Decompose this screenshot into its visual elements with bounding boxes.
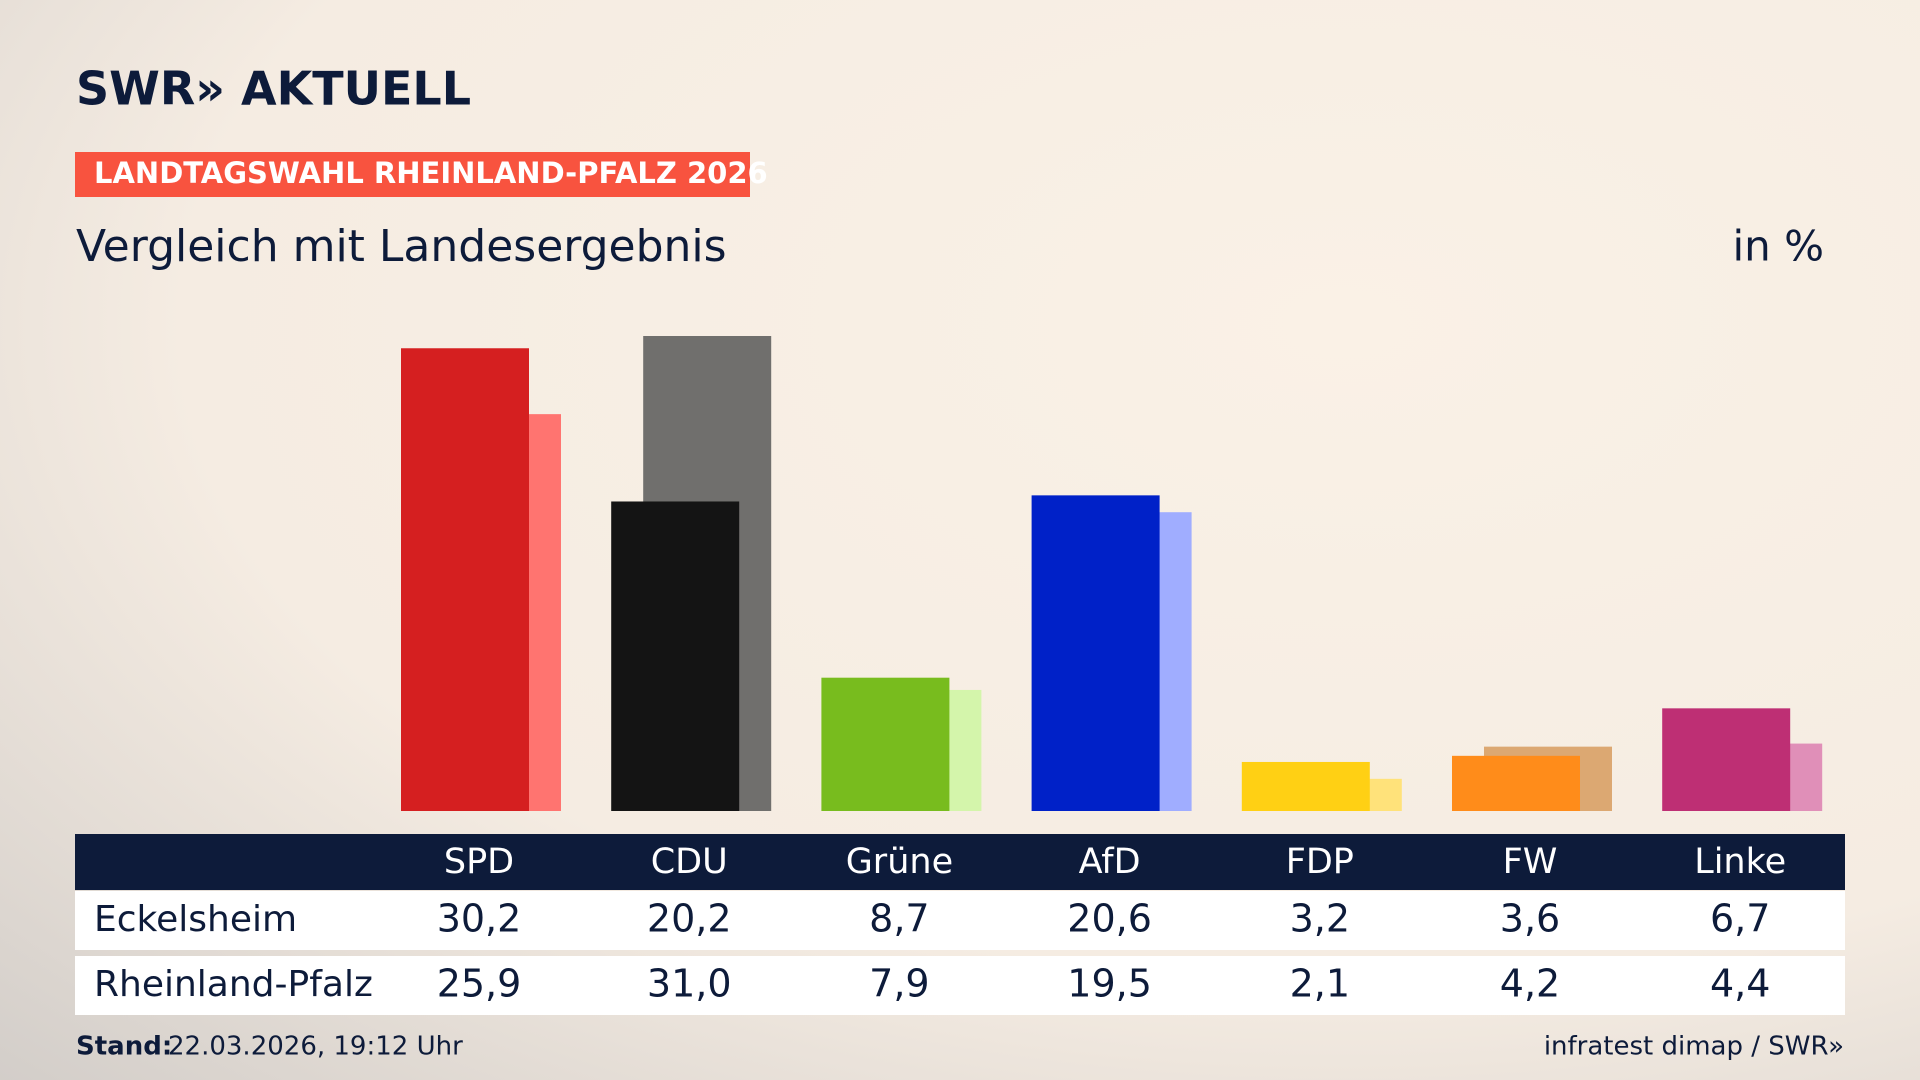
footer-label: Stand: bbox=[76, 1032, 172, 1062]
source: infratest dimap / SWR» bbox=[1544, 1032, 1844, 1062]
value-label: 31,0 bbox=[647, 962, 732, 1006]
value-label: 20,6 bbox=[1067, 897, 1152, 941]
row-label: Rheinland-Pfalz bbox=[94, 964, 373, 1005]
value-label: 6,7 bbox=[1710, 897, 1770, 941]
value-label: 8,7 bbox=[869, 897, 929, 941]
column-header: FDP bbox=[1286, 842, 1354, 882]
value-label: 4,4 bbox=[1710, 962, 1770, 1006]
value-label: 2,1 bbox=[1290, 962, 1350, 1006]
value-label: 20,2 bbox=[647, 897, 732, 941]
column-header: Grüne bbox=[846, 842, 953, 882]
value-label: 25,9 bbox=[437, 962, 522, 1006]
banner: LANDTAGSWAHL RHEINLAND-PFALZ 2026 bbox=[94, 156, 768, 190]
value-label: 30,2 bbox=[437, 897, 522, 941]
bar bbox=[611, 501, 740, 811]
value-label: 3,6 bbox=[1500, 897, 1560, 941]
chart-title: Vergleich mit Landesergebnis bbox=[76, 221, 727, 272]
column-header: AfD bbox=[1079, 842, 1141, 882]
bar bbox=[401, 348, 529, 811]
brand: SWR» AKTUELL bbox=[76, 62, 471, 116]
bar bbox=[1452, 755, 1580, 811]
bar bbox=[1662, 708, 1791, 811]
column-header: Linke bbox=[1694, 842, 1786, 882]
column-header: SPD bbox=[444, 842, 514, 882]
banner-bg bbox=[75, 152, 750, 197]
value-label: 3,2 bbox=[1290, 897, 1350, 941]
value-label: 7,9 bbox=[869, 962, 929, 1006]
bar bbox=[1241, 761, 1370, 811]
table-row bbox=[75, 956, 1845, 1015]
row-label: Eckelsheim bbox=[94, 899, 297, 940]
unit: in % bbox=[1732, 222, 1824, 271]
bar bbox=[1031, 495, 1160, 811]
column-header: CDU bbox=[651, 842, 728, 882]
bar bbox=[821, 677, 950, 811]
table-header bbox=[75, 834, 1845, 890]
value-label: 4,2 bbox=[1500, 962, 1560, 1006]
table-row bbox=[75, 891, 1845, 950]
column-header: FW bbox=[1503, 842, 1558, 882]
value-label: 19,5 bbox=[1067, 962, 1152, 1006]
footer-date: 22.03.2026, 19:12 Uhr bbox=[168, 1032, 463, 1062]
